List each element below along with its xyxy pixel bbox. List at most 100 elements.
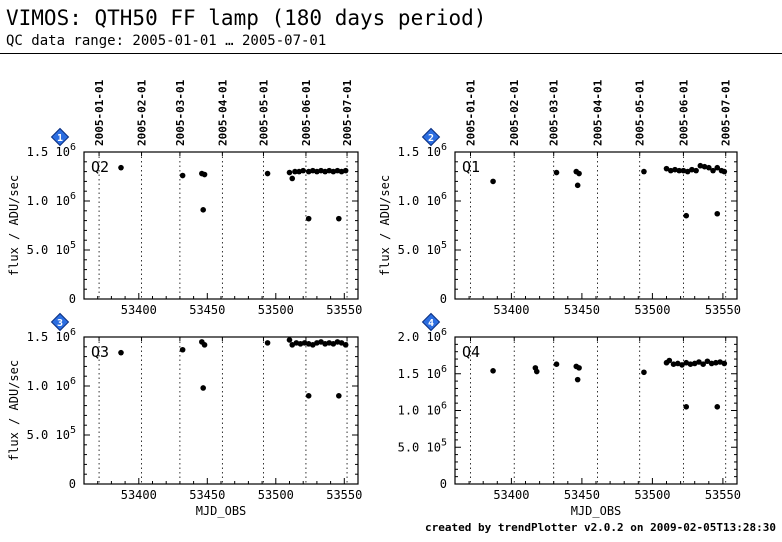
y-tick-label: 1.0 106	[398, 401, 447, 418]
panel-1: 53400 53450 53500 53550 0 5.0 105 1.0 106 1.5 1…	[7, 79, 362, 317]
data-point	[300, 167, 307, 174]
date-tick-label: 2005-06-01	[300, 79, 313, 146]
data-point	[687, 361, 694, 367]
data-point	[289, 175, 296, 182]
data-point	[342, 167, 349, 174]
x-tick-label: 53400	[493, 488, 529, 502]
data-point	[684, 168, 691, 175]
y-tick-label: 1.0 106	[27, 191, 76, 208]
data-point	[305, 215, 312, 222]
data-point	[721, 168, 728, 175]
panel-label: Q4	[462, 343, 480, 361]
data-point	[714, 210, 721, 217]
y-tick-label: 0	[440, 477, 447, 491]
x-tick-label: 53550	[326, 303, 362, 317]
y-axis-label: flux / ADU/sec	[7, 175, 21, 276]
x-axis-label: MJD_OBS	[196, 504, 247, 518]
y-tick-label: 1.5 106	[27, 327, 76, 344]
data-point	[691, 360, 698, 367]
y-tick-label: 1.0 106	[398, 191, 447, 208]
panel-label: Q3	[91, 343, 109, 361]
data-point	[672, 166, 678, 173]
y-tick-label: 1.5 106	[398, 142, 447, 159]
data-point	[490, 368, 496, 374]
data-point	[667, 167, 674, 174]
data-point	[201, 342, 208, 348]
data-point	[179, 346, 186, 353]
x-tick-label: 53500	[634, 488, 670, 502]
y-tick-label: 5.0 105	[398, 240, 447, 257]
page-title: VIMOS: QTH50 FF lamp (180 days period)	[6, 6, 487, 30]
date-tick-label: 2005-04-01	[591, 79, 604, 146]
data-point	[706, 164, 712, 171]
data-point	[666, 357, 673, 364]
panel-number: 2	[428, 133, 434, 144]
date-tick-label: 2005-03-01	[548, 79, 561, 146]
y-tick-label: 0	[440, 292, 447, 306]
x-tick-label: 53450	[564, 303, 600, 317]
plot-frame	[83, 336, 359, 485]
data-point	[264, 340, 271, 346]
data-point	[663, 165, 670, 172]
data-point	[533, 368, 540, 375]
data-point	[680, 167, 687, 174]
date-tick-label: 2005-07-01	[720, 79, 733, 146]
data-point	[683, 212, 690, 219]
panel-label: Q2	[91, 158, 109, 176]
data-point	[286, 337, 293, 343]
page-subtitle: QC data range: 2005-01-01 … 2005-07-01	[6, 33, 327, 49]
data-point	[641, 168, 647, 175]
x-tick-label: 53500	[634, 303, 670, 317]
x-tick-label: 53450	[564, 488, 600, 502]
y-tick-label: 0	[69, 477, 76, 491]
data-point	[200, 207, 206, 213]
data-point	[676, 167, 682, 174]
date-tick-label: 2005-05-01	[257, 79, 270, 146]
data-point	[674, 360, 681, 367]
data-point	[714, 404, 721, 410]
data-point	[714, 164, 721, 171]
data-point	[708, 360, 715, 367]
credit-text: created by trendPlotter v2.0.2 on 2009-0…	[425, 521, 776, 534]
panel-number-badge	[421, 312, 441, 332]
panel-number-badge	[50, 312, 70, 332]
data-point	[689, 166, 695, 173]
data-point	[305, 393, 312, 399]
date-tick-label: 2005-04-01	[216, 79, 229, 146]
data-point	[576, 170, 582, 177]
plot-frame	[454, 151, 738, 300]
y-tick-label: 5.0 105	[27, 240, 76, 257]
data-point	[693, 167, 699, 174]
x-axis-label: MJD_OBS	[571, 504, 622, 518]
x-tick-label: 53500	[258, 303, 294, 317]
title-divider	[0, 53, 782, 54]
date-tick-label: 2005-03-01	[174, 79, 187, 146]
panel-2: 53400 53450 53500 53550 0 5.0 105 1.0 106 1.5 1…	[378, 79, 741, 317]
data-point	[118, 349, 124, 356]
data-point	[710, 167, 716, 174]
y-tick-label: 0	[69, 292, 76, 306]
data-point	[721, 360, 728, 367]
data-point	[696, 359, 702, 365]
y-tick-label: 5.0 105	[27, 425, 76, 442]
y-axis-label: flux / ADU/sec	[7, 360, 21, 461]
data-point	[717, 359, 723, 365]
panel-number-badge	[421, 127, 441, 147]
date-tick-label: 2005-05-01	[634, 79, 647, 146]
data-point	[670, 361, 677, 367]
data-point	[576, 365, 582, 371]
x-tick-label: 53550	[705, 303, 741, 317]
data-point	[118, 164, 124, 171]
panel-number: 3	[57, 318, 63, 329]
data-point	[679, 362, 685, 368]
x-tick-label: 53550	[326, 488, 362, 502]
data-point	[700, 361, 706, 367]
data-point	[342, 342, 349, 348]
data-point	[697, 162, 704, 169]
x-tick-label: 53400	[121, 303, 157, 317]
data-point	[201, 171, 208, 178]
data-point	[701, 163, 708, 170]
x-tick-label: 53500	[258, 488, 294, 502]
data-point	[553, 169, 560, 176]
data-point	[553, 361, 560, 367]
